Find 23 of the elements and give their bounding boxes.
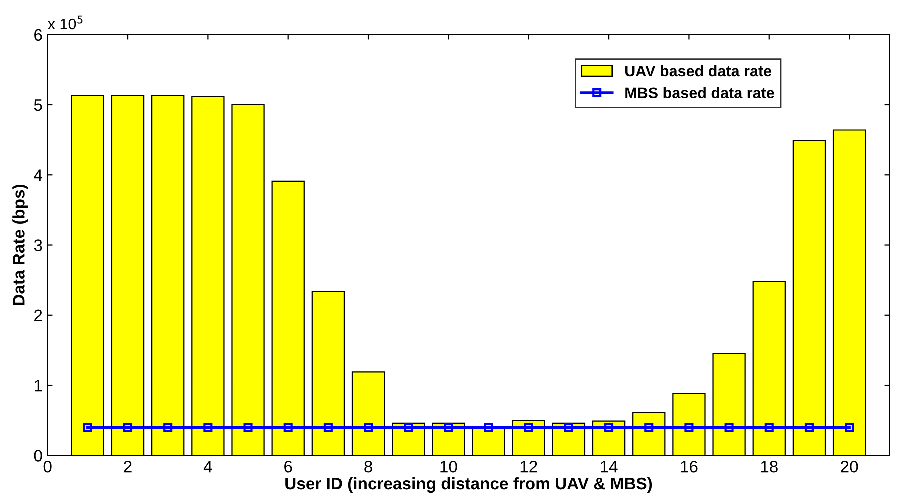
x-tick-label: 12 <box>520 460 538 473</box>
x-tick-label: 4 <box>204 461 212 473</box>
y-tick-label: 2 <box>34 310 42 322</box>
x-tick-label: 18 <box>761 460 778 473</box>
x-tick-label: 8 <box>364 460 372 473</box>
y-tick-label: 3 <box>34 240 42 252</box>
y-tick-label: 0 <box>34 450 42 462</box>
y-tick-label: 1 <box>34 380 42 392</box>
x-tick-label: 6 <box>284 460 292 473</box>
x-tick-label: 0 <box>44 460 52 473</box>
y-tick-label: 4 <box>34 170 42 182</box>
y-tick-label: 6 <box>34 29 42 42</box>
legend-label: UAV based data rate <box>626 65 772 77</box>
y-axis-title: Data Rate (bps) <box>12 184 28 306</box>
x-tick-label: 14 <box>601 461 618 473</box>
x-tick-label: 2 <box>124 460 132 473</box>
x-tick-label: 16 <box>681 460 698 473</box>
x-tick-label: 10 <box>440 460 458 473</box>
text: x 10$^{5}$ <box>48 16 83 30</box>
x-tick-label: 20 <box>841 460 858 473</box>
y-tick-label: 5 <box>34 100 42 112</box>
legend-label: MBS based data rate <box>626 87 774 99</box>
x-axis-title: User ID (increasing distance from UAV & MBS) <box>286 477 652 494</box>
